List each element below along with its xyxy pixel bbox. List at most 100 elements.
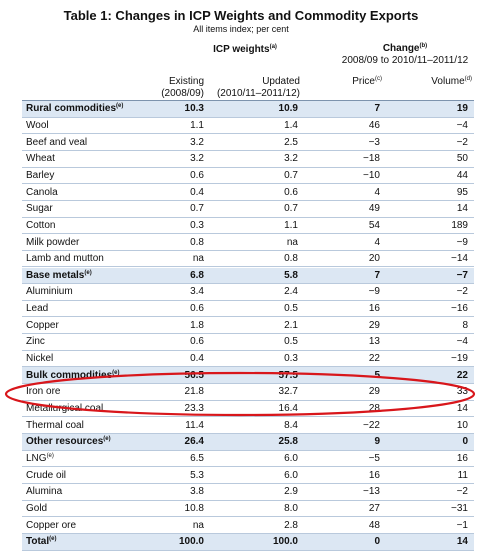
table-cell: −19 xyxy=(451,353,468,365)
table-cell: −10 xyxy=(363,169,380,181)
table-row: Metallurgical coal 23.3 16.4 28 14 xyxy=(22,401,474,418)
table-cell: 0 xyxy=(374,536,380,548)
table-cell: 14 xyxy=(456,203,468,215)
table-cell: 21.8 xyxy=(184,386,204,398)
row-label: Total(e) xyxy=(26,536,57,548)
table-cell: −14 xyxy=(451,253,468,265)
table-cell: na xyxy=(192,519,204,531)
table-row: Barley 0.6 0.7 −10 44 xyxy=(22,168,474,185)
row-label-text: Iron ore xyxy=(26,386,61,398)
table-cell: 1.8 xyxy=(190,319,204,331)
table-cell: 10.9 xyxy=(278,103,298,115)
table-row: Sugar 0.7 0.7 49 14 xyxy=(22,201,474,218)
row-label-text: Gold xyxy=(26,502,48,514)
row-label: Bulk commodities(e) xyxy=(26,370,119,382)
table-cell: 14 xyxy=(456,403,468,414)
table-cell: −2 xyxy=(456,286,468,298)
table-cell: 11.4 xyxy=(185,419,204,431)
row-label: Alumina xyxy=(26,486,62,498)
table-title: Table 1: Changes in ICP Weights and Comm… xyxy=(63,8,419,23)
table-cell: 1.1 xyxy=(190,119,204,131)
table-cell: 4 xyxy=(374,236,380,248)
row-label: Lamb and mutton xyxy=(26,253,104,265)
table-cell: 1.4 xyxy=(284,119,298,131)
table-cell: 0 xyxy=(462,436,468,448)
row-label: Sugar xyxy=(26,203,53,215)
table-cell: −9 xyxy=(456,236,468,248)
table-cell: 0.4 xyxy=(190,353,204,365)
table-cell: 3.8 xyxy=(190,486,204,498)
table-cell: 100.0 xyxy=(272,536,298,548)
table-cell: −31 xyxy=(451,502,468,514)
table-row: Crude oil 5.3 6.0 16 11 xyxy=(22,467,474,484)
table-row: LNG(e) 6.5 6.0 −5 16 xyxy=(22,451,474,468)
table-cell: 2.9 xyxy=(284,486,298,498)
row-label-text: Thermal coal xyxy=(26,419,84,431)
table-cell: 46 xyxy=(368,119,380,131)
row-label: Wool xyxy=(26,120,49,132)
table-cell: 27 xyxy=(368,502,380,514)
row-label: Gold xyxy=(26,503,47,515)
row-label-text: Wool xyxy=(26,119,49,131)
table-cell: 16 xyxy=(368,303,380,315)
column-header: (2010/11–2011/12) xyxy=(216,88,300,99)
row-label-text: Base metals xyxy=(26,269,85,281)
table-cell: 19 xyxy=(456,103,468,115)
note: (c) xyxy=(375,76,382,82)
table-cell: 95 xyxy=(456,186,468,198)
row-label: Zinc xyxy=(26,336,45,348)
table-row: Iron ore 21.8 32.7 29 33 xyxy=(22,384,474,401)
row-label: Iron ore xyxy=(26,386,60,398)
table-cell: 44 xyxy=(456,169,468,181)
table-row: Total(e) 100.0 100.0 0 14 xyxy=(22,533,474,551)
table-cell: −22 xyxy=(363,419,380,431)
note: (e) xyxy=(49,536,57,543)
row-label-text: Copper xyxy=(26,319,59,331)
row-label: Thermal coal xyxy=(26,420,84,432)
table-cell: 0.3 xyxy=(190,219,204,231)
table-cell: 2.4 xyxy=(284,286,298,298)
table-cell: 14 xyxy=(456,536,468,548)
table-cell: 25.8 xyxy=(278,436,298,448)
row-label: Nickel xyxy=(26,353,53,365)
table-cell: 16 xyxy=(368,469,380,481)
table-cell: 48 xyxy=(368,519,380,531)
table-cell: 22 xyxy=(456,369,468,381)
table-cell: 49 xyxy=(368,203,380,215)
table-cell: 56.5 xyxy=(184,369,204,381)
table-cell: 22 xyxy=(368,353,380,365)
row-label-text: LNG xyxy=(26,452,47,464)
table-cell: −16 xyxy=(451,303,468,315)
table-cell: 0.7 xyxy=(284,169,298,181)
table-cell: 2.8 xyxy=(284,519,298,531)
note: (b) xyxy=(419,43,428,49)
table-cell: 0.8 xyxy=(284,253,298,265)
row-label: Base metals(e) xyxy=(26,270,92,282)
table-cell: 3.4 xyxy=(190,286,204,298)
column-header-text: Price xyxy=(352,76,375,87)
note: (a) xyxy=(269,44,277,50)
table-cell: −3 xyxy=(368,136,380,148)
row-label: Barley xyxy=(26,170,54,182)
table-row: Canola 0.4 0.6 4 95 xyxy=(22,184,474,201)
table-cell: 5 xyxy=(374,369,380,381)
table-row: Cotton 0.3 1.1 54 189 xyxy=(22,218,474,235)
table-cell: 3.2 xyxy=(190,136,204,148)
table-cell: 8 xyxy=(462,319,468,331)
table-row: Copper 1.8 2.1 29 8 xyxy=(22,317,474,335)
row-label: Cotton xyxy=(26,220,55,232)
table-cell: 0.3 xyxy=(284,353,298,365)
table-cell: 1.1 xyxy=(284,219,298,231)
table-cell: 28 xyxy=(368,403,380,414)
row-label-text: Copper ore xyxy=(26,519,77,531)
row-label-text: Total xyxy=(26,536,50,548)
row-label-text: Canola xyxy=(26,186,58,198)
row-label: Copper xyxy=(26,320,59,332)
column-header: Existing xyxy=(168,76,204,87)
table-cell: 16.4 xyxy=(278,403,298,414)
table-cell: 0.7 xyxy=(190,203,204,215)
table-cell: 54 xyxy=(368,219,380,231)
note: (e) xyxy=(103,436,111,443)
table-cell: −13 xyxy=(363,486,380,498)
row-label: Metallurgical coal xyxy=(26,403,103,415)
